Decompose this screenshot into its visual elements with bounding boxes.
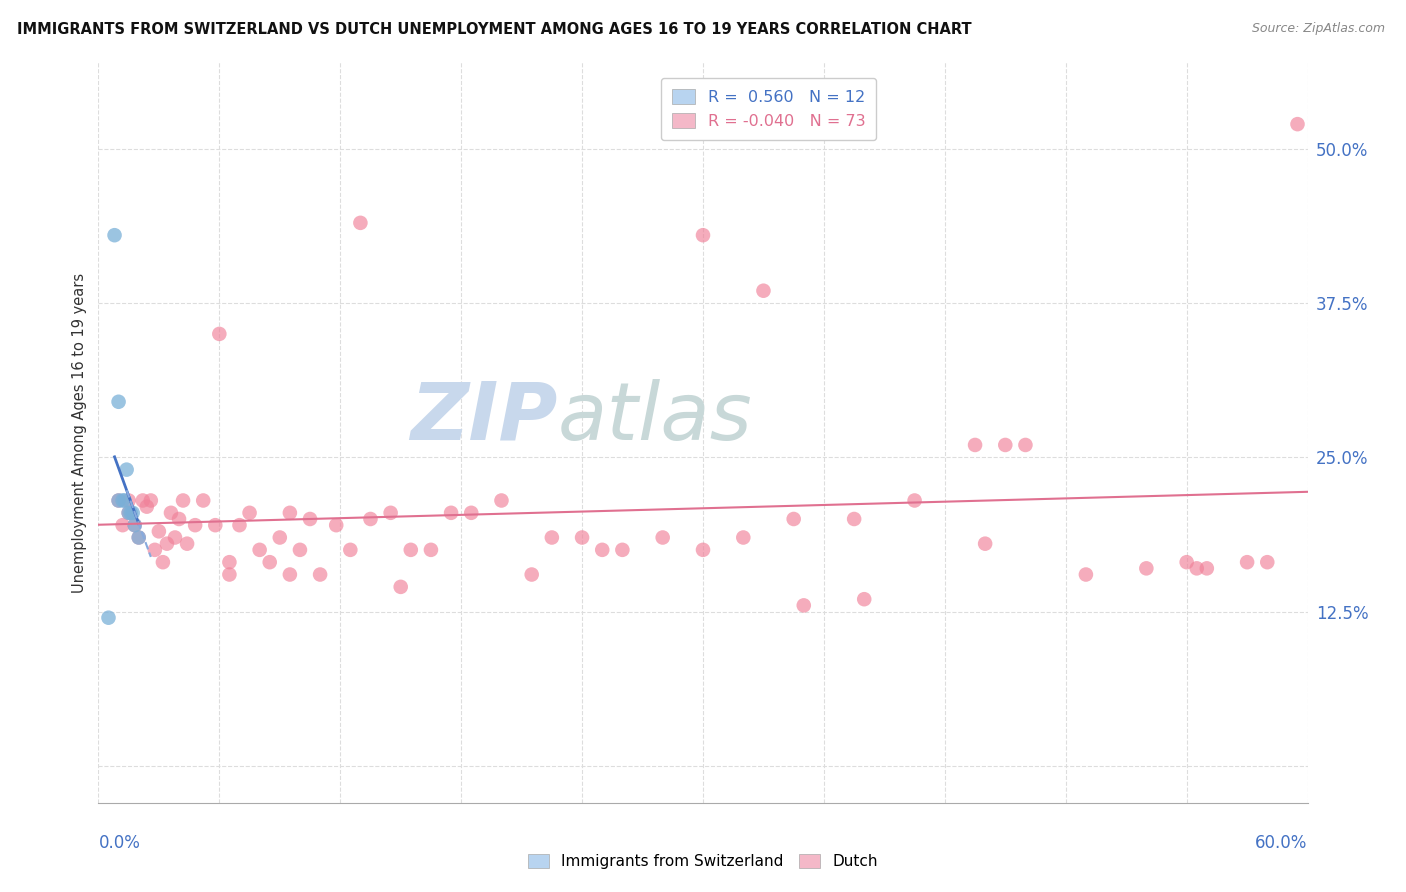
Point xyxy=(349,216,371,230)
Point xyxy=(121,506,143,520)
Point xyxy=(172,493,194,508)
Point xyxy=(325,518,347,533)
Point xyxy=(974,536,997,550)
Text: 60.0%: 60.0% xyxy=(1256,834,1308,852)
Point xyxy=(193,493,215,508)
Point xyxy=(399,542,422,557)
Point xyxy=(107,493,129,508)
Point xyxy=(389,580,412,594)
Text: ZIP: ZIP xyxy=(411,379,558,457)
Point xyxy=(299,512,322,526)
Point xyxy=(591,542,613,557)
Point xyxy=(128,531,150,545)
Point xyxy=(269,531,291,545)
Point xyxy=(143,542,166,557)
Point xyxy=(208,326,231,341)
Point xyxy=(97,610,120,624)
Point xyxy=(259,555,281,569)
Point xyxy=(167,512,190,526)
Point xyxy=(124,518,146,533)
Point xyxy=(360,512,382,526)
Point xyxy=(1185,561,1208,575)
Point xyxy=(692,542,714,557)
Point xyxy=(218,567,240,582)
Point xyxy=(103,228,125,243)
Point xyxy=(783,512,806,526)
Point xyxy=(228,518,250,533)
Point xyxy=(1256,555,1278,569)
Text: Source: ZipAtlas.com: Source: ZipAtlas.com xyxy=(1251,22,1385,36)
Point xyxy=(118,493,141,508)
Point xyxy=(853,592,876,607)
Point xyxy=(139,493,162,508)
Point xyxy=(111,493,134,508)
Point xyxy=(239,506,262,520)
Point xyxy=(844,512,866,526)
Point xyxy=(440,506,463,520)
Point xyxy=(1014,438,1036,452)
Point xyxy=(278,567,301,582)
Point xyxy=(420,542,443,557)
Point xyxy=(612,542,634,557)
Point xyxy=(156,536,179,550)
Point xyxy=(135,500,157,514)
Point xyxy=(160,506,183,520)
Point xyxy=(1286,117,1309,131)
Point xyxy=(904,493,927,508)
Point xyxy=(132,493,155,508)
Legend: Immigrants from Switzerland, Dutch: Immigrants from Switzerland, Dutch xyxy=(522,847,884,875)
Point xyxy=(118,506,141,520)
Point xyxy=(1175,555,1198,569)
Point xyxy=(309,567,332,582)
Point xyxy=(152,555,174,569)
Point xyxy=(249,542,271,557)
Point xyxy=(460,506,482,520)
Point xyxy=(733,531,755,545)
Point xyxy=(1195,561,1218,575)
Point xyxy=(124,518,146,533)
Text: atlas: atlas xyxy=(558,379,752,457)
Point xyxy=(520,567,543,582)
Point xyxy=(204,518,226,533)
Point xyxy=(111,518,134,533)
Point xyxy=(651,531,673,545)
Point xyxy=(163,531,186,545)
Point xyxy=(540,531,562,545)
Text: 0.0%: 0.0% xyxy=(98,834,141,852)
Y-axis label: Unemployment Among Ages 16 to 19 years: Unemployment Among Ages 16 to 19 years xyxy=(72,273,87,592)
Point xyxy=(148,524,170,539)
Point xyxy=(491,493,513,508)
Point xyxy=(571,531,593,545)
Point xyxy=(118,506,141,520)
Point xyxy=(288,542,311,557)
Point xyxy=(965,438,987,452)
Text: IMMIGRANTS FROM SWITZERLAND VS DUTCH UNEMPLOYMENT AMONG AGES 16 TO 19 YEARS CORR: IMMIGRANTS FROM SWITZERLAND VS DUTCH UNE… xyxy=(17,22,972,37)
Point xyxy=(752,284,775,298)
Point xyxy=(1135,561,1157,575)
Point xyxy=(692,228,714,243)
Point xyxy=(115,462,138,476)
Point xyxy=(184,518,207,533)
Point xyxy=(1074,567,1097,582)
Legend: R =  0.560   N = 12, R = -0.040   N = 73: R = 0.560 N = 12, R = -0.040 N = 73 xyxy=(661,78,876,140)
Point xyxy=(218,555,240,569)
Point xyxy=(128,531,150,545)
Point xyxy=(278,506,301,520)
Point xyxy=(107,493,129,508)
Point xyxy=(339,542,361,557)
Point xyxy=(380,506,402,520)
Point xyxy=(994,438,1017,452)
Point xyxy=(793,599,815,613)
Point xyxy=(1236,555,1258,569)
Point xyxy=(107,394,129,409)
Point xyxy=(114,493,136,508)
Point xyxy=(176,536,198,550)
Point xyxy=(120,506,142,520)
